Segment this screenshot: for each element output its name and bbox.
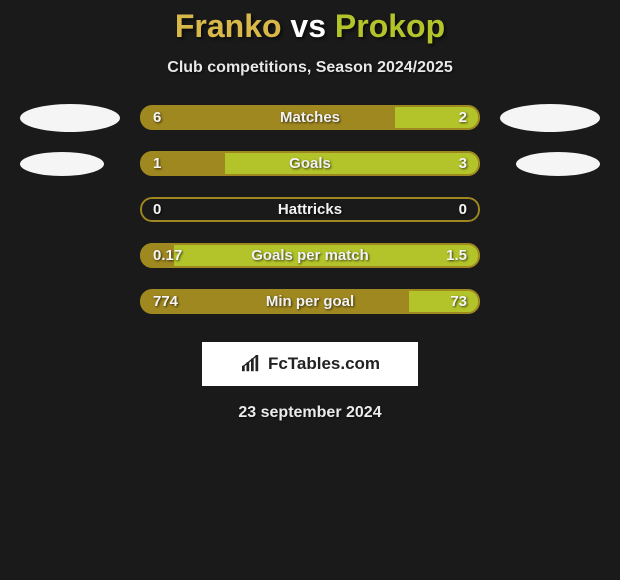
stat-row: 13Goals xyxy=(10,151,610,176)
bar-segment-left xyxy=(140,105,395,130)
subtitle: Club competitions, Season 2024/2025 xyxy=(0,59,620,77)
stat-bar: 0.171.5Goals per match xyxy=(140,243,480,268)
stat-bar: 62Matches xyxy=(140,105,480,130)
player-ellipse-left xyxy=(20,152,104,176)
stat-value-right: 0 xyxy=(459,197,467,222)
bar-segment-right xyxy=(409,289,480,314)
player-ellipse-left xyxy=(20,104,120,132)
bar-chart-icon xyxy=(240,355,262,373)
stat-label: Hattricks xyxy=(140,197,480,222)
stat-value-right: 73 xyxy=(450,289,467,314)
stat-value-right: 2 xyxy=(459,105,467,130)
stat-value-left: 774 xyxy=(153,289,178,314)
bar-border xyxy=(140,197,480,222)
stat-row: 62Matches xyxy=(10,105,610,130)
stat-value-left: 1 xyxy=(153,151,161,176)
stat-bar: 77473Min per goal xyxy=(140,289,480,314)
player-ellipse-right xyxy=(500,104,600,132)
stat-bar: 0 0Hattricks xyxy=(140,197,480,222)
title-vs: vs xyxy=(290,8,326,44)
title-player-right: Prokop xyxy=(335,8,445,44)
bar-segment-left xyxy=(140,289,409,314)
page-title: Franko vs Prokop xyxy=(0,8,620,45)
bar-segment-right xyxy=(174,243,480,268)
stat-row: 77473Min per goal xyxy=(10,289,610,314)
logo-box: FcTables.com xyxy=(202,342,418,386)
bar-segment-right xyxy=(395,105,480,130)
stat-value-left: 0 xyxy=(153,197,161,222)
comparison-widget: Franko vs Prokop Club competitions, Seas… xyxy=(0,0,620,422)
stat-rows: 62Matches13Goals00Hattricks0.171.5Goals … xyxy=(0,105,620,314)
stat-bar: 13Goals xyxy=(140,151,480,176)
stat-value-right: 1.5 xyxy=(446,243,467,268)
stat-value-left: 0.17 xyxy=(153,243,182,268)
stat-value-left: 6 xyxy=(153,105,161,130)
logo-text: FcTables.com xyxy=(268,354,380,374)
title-player-left: Franko xyxy=(175,8,282,44)
bar-segment-right xyxy=(225,151,480,176)
stat-row: 0.171.5Goals per match xyxy=(10,243,610,268)
date-text: 23 september 2024 xyxy=(0,404,620,422)
player-ellipse-right xyxy=(516,152,600,176)
stat-row: 0 0Hattricks xyxy=(10,197,610,222)
stat-value-right: 3 xyxy=(459,151,467,176)
